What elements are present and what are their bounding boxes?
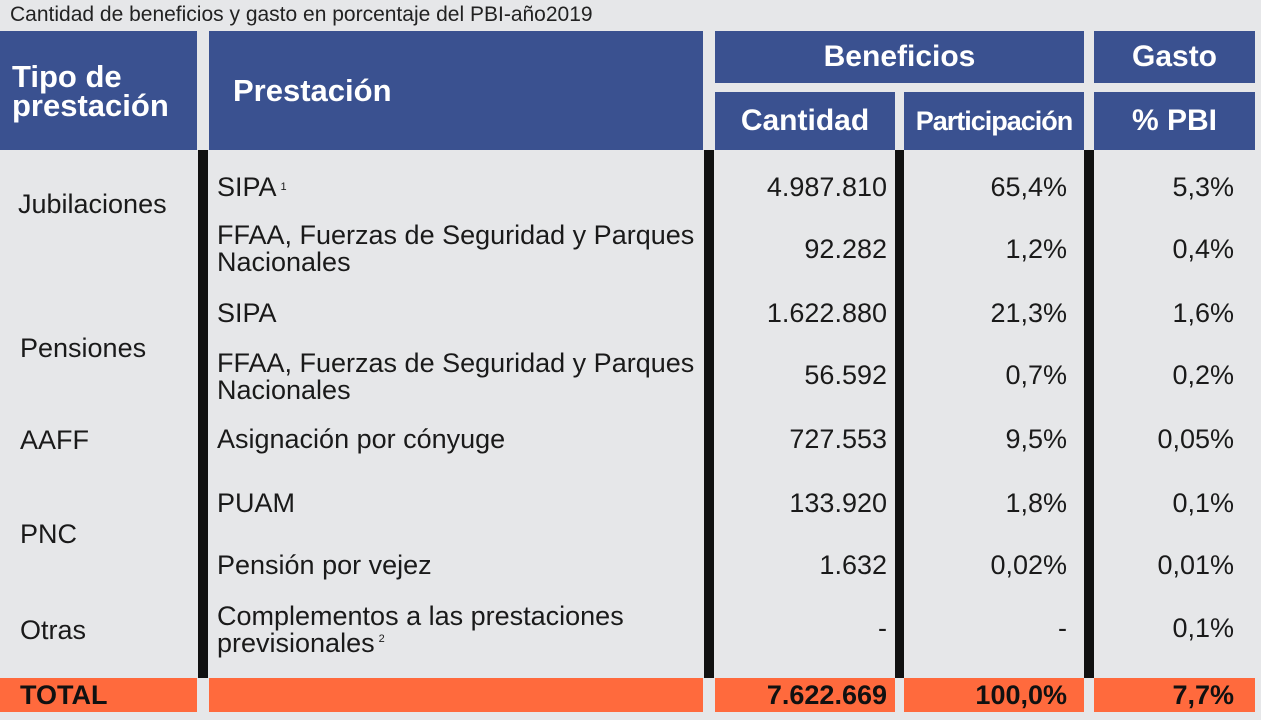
header-gasto-label: Gasto [1131,40,1218,73]
table-row-cantidad: 1.632 [819,549,887,580]
table-row-cantidad: 727.553 [789,423,887,454]
table-row-pbi: 1,6% [1172,297,1234,328]
table-title: Cantidad de beneficios y gasto en porcen… [10,3,593,26]
header-participacion: Participación [904,92,1084,150]
total-participacion: 100,0% [904,678,1084,712]
header-beneficios: Beneficios [715,31,1084,83]
footnote-marker: 2 [378,633,385,645]
table-row-pbi: 0,2% [1172,359,1234,390]
header-cantidad: Cantidad [715,92,895,150]
prestacion-text: Complementos a las prestaciones previsio… [217,603,702,657]
column-divider [895,150,904,678]
header-participacion-label: Participación [915,105,1074,136]
table-row-prestacion: FFAA, Fuerzas de Seguridad y Parques Nac… [217,220,702,278]
total-prestacion-empty [209,678,703,712]
column-divider [198,150,208,678]
header-tipo: Tipo de prestación [0,31,197,150]
prestacion-text: FFAA, Fuerzas de Seguridad y Parques Nac… [217,348,695,405]
prestacion-text: SIPA [217,297,277,328]
table-row-prestacion: Pensión por vejez [217,546,702,584]
header-cantidad-label: Cantidad [740,104,870,137]
group-label-aaff: AAFF [20,424,90,455]
group-label-otras: Otras [20,614,87,645]
header-beneficios-label: Beneficios [823,40,976,73]
table-row-prestacion: SIPA 1 [217,171,287,202]
header-pbi: % PBI [1094,92,1255,150]
table-row-cantidad: 92.282 [804,233,887,264]
column-divider [1084,150,1094,678]
table-row-participacion: 0,02% [990,549,1067,580]
prestacion-text-main: Complementos a las prestaciones previsio… [217,601,624,658]
table-row-pbi: 0,05% [1157,423,1234,454]
table-row-prestacion: Complementos a las prestaciones previsio… [217,601,702,659]
table-row-cantidad: 133.920 [789,487,887,518]
total-participacion-text: 100,0% [975,679,1067,710]
prestacion-text: PUAM [217,487,296,518]
table-row-prestacion: SIPA [217,294,702,332]
total-cantidad: 7.622.669 [715,678,895,712]
table-row-participacion: 0,7% [1005,359,1067,390]
header-pbi-label: % PBI [1131,104,1218,137]
table-row-pbi: 0,1% [1172,612,1234,643]
prestacion-text: FFAA, Fuerzas de Seguridad y Parques Nac… [217,220,695,277]
table-row-participacion: 1,2% [1005,233,1067,264]
header-tipo-label: Tipo de prestación [12,58,169,123]
table-row-cantidad: 1.622.880 [766,297,887,328]
table-row-participacion: 9,5% [1005,423,1067,454]
prestacion-text: Asignación por cónyuge [217,423,506,454]
header-prestacion-label: Prestación [233,72,392,108]
table-row-pbi: 0,4% [1172,233,1234,264]
group-label-jubilaciones: Jubilaciones [18,188,167,219]
table-row-pbi: 0,1% [1172,487,1234,518]
total-pbi-text: 7,7% [1172,679,1234,710]
table-row-pbi: 0,01% [1157,549,1234,580]
prestacion-text: Pensión por vejez [217,549,432,580]
header-prestacion: Prestación [209,31,703,150]
total-label-text: TOTAL [20,679,108,710]
header-gasto: Gasto [1094,31,1255,83]
table-row-participacion: - [1058,612,1067,643]
table-row-prestacion: PUAM [217,484,702,522]
column-divider [704,150,714,678]
table-row-cantidad: - [878,612,887,643]
prestacion-text: SIPA [217,171,277,202]
table-row-prestacion: Asignación por cónyuge [217,420,702,458]
table-row-participacion: 1,8% [1005,487,1067,518]
group-label-pensiones: Pensiones [20,332,147,363]
total-cantidad-text: 7.622.669 [766,679,887,710]
group-label-pnc: PNC [20,518,78,549]
table-row-cantidad: 56.592 [804,359,887,390]
total-label: TOTAL [0,678,197,712]
table-row-participacion: 65,4% [990,171,1067,202]
table-row-prestacion: FFAA, Fuerzas de Seguridad y Parques Nac… [217,348,702,406]
total-pbi: 7,7% [1094,678,1255,712]
table-row-participacion: 21,3% [990,297,1067,328]
table-row-cantidad: 4.987.810 [766,171,887,202]
table-row-pbi: 5,3% [1172,171,1234,202]
